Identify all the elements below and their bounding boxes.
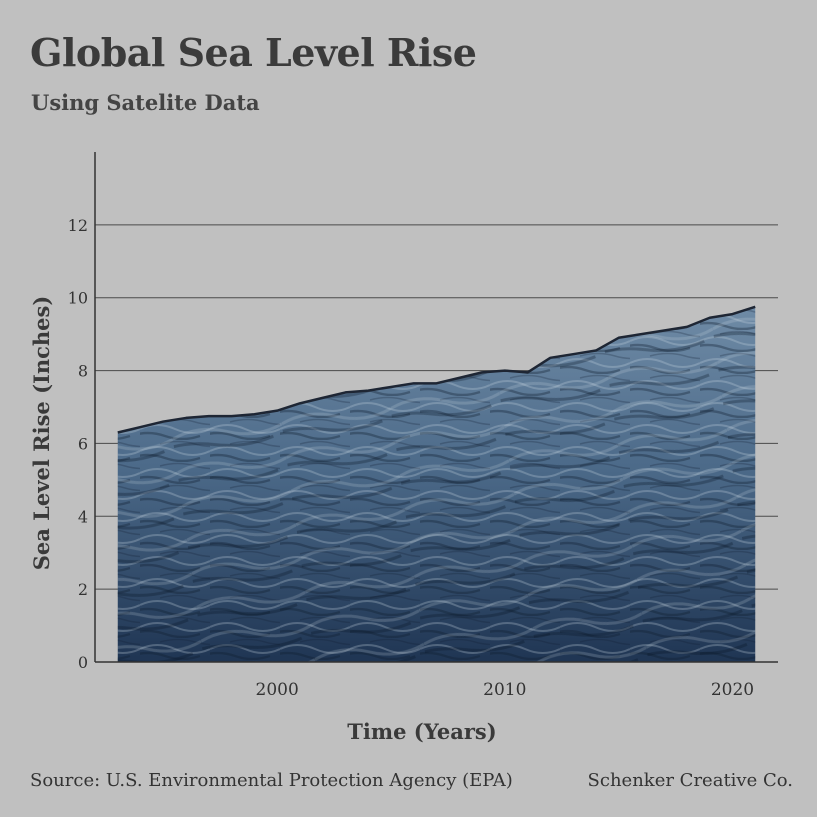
chart-subtitle: Using Satelite Data	[31, 90, 260, 115]
x-axis-label: Time (Years)	[347, 719, 496, 744]
y-axis-ticks: 0 2 4 6 8 10 12	[68, 216, 88, 672]
source-note: Source: U.S. Environmental Protection Ag…	[30, 770, 513, 791]
y-tick-label-4: 4	[78, 507, 88, 526]
chart-title: Global Sea Level Rise	[30, 30, 477, 75]
area-layer	[117, 305, 756, 662]
x-axis-ticks: 2000 2010 2020	[256, 680, 755, 700]
series-line	[117, 305, 756, 434]
y-tick-label-10: 10	[68, 289, 88, 308]
y-tick-label-8: 8	[78, 362, 88, 381]
y-axis-label: Sea Level Rise (Inches)	[29, 296, 54, 571]
x-tick-label-2010: 2010	[483, 680, 526, 700]
x-tick-label-2000: 2000	[256, 680, 299, 700]
x-tick-label-2020: 2020	[711, 680, 754, 700]
y-tick-label-0: 0	[78, 653, 88, 672]
y-tick-label-2: 2	[78, 580, 88, 599]
y-tick-label-6: 6	[78, 434, 88, 453]
area-texture-2	[117, 306, 756, 662]
y-tick-label-12: 12	[68, 216, 88, 235]
credit-note: Schenker Creative Co.	[587, 770, 793, 791]
axes	[94, 152, 778, 663]
